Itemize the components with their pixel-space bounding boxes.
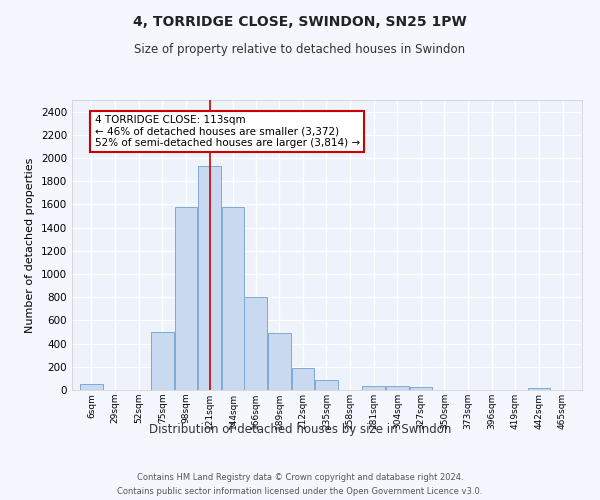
Bar (410, 387, 432, 390)
Bar (222, 206, 244, 390)
Y-axis label: Number of detached properties: Number of detached properties (25, 158, 35, 332)
Bar (292, 368, 314, 390)
Bar (386, 386, 409, 390)
Bar (315, 380, 338, 390)
Bar (198, 166, 221, 390)
Bar (527, 388, 550, 390)
Text: Contains public sector information licensed under the Open Government Licence v3: Contains public sector information licen… (118, 488, 482, 496)
Bar (362, 386, 385, 390)
Text: Size of property relative to detached houses in Swindon: Size of property relative to detached ho… (134, 42, 466, 56)
Bar (151, 332, 173, 390)
Bar (80, 384, 103, 390)
Bar (175, 206, 197, 390)
Text: 4, TORRIDGE CLOSE, SWINDON, SN25 1PW: 4, TORRIDGE CLOSE, SWINDON, SN25 1PW (133, 15, 467, 29)
Bar (268, 333, 290, 390)
Text: 4 TORRIDGE CLOSE: 113sqm
← 46% of detached houses are smaller (3,372)
52% of sem: 4 TORRIDGE CLOSE: 113sqm ← 46% of detach… (95, 115, 360, 148)
Text: Distribution of detached houses by size in Swindon: Distribution of detached houses by size … (149, 422, 451, 436)
Text: Contains HM Land Registry data © Crown copyright and database right 2024.: Contains HM Land Registry data © Crown c… (137, 472, 463, 482)
Bar (244, 297, 267, 390)
